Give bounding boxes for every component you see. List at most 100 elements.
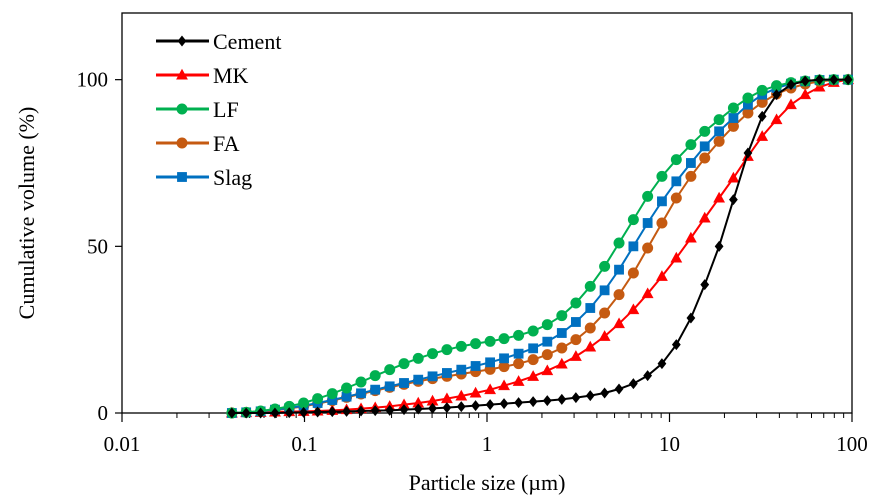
data-point-slag	[456, 364, 467, 375]
data-point-fa	[584, 322, 596, 334]
data-point-cement	[729, 194, 738, 206]
legend-swatch-marker	[176, 137, 188, 149]
data-point-slag	[485, 357, 496, 368]
data-point-lf	[398, 358, 410, 370]
data-point-lf	[627, 214, 639, 226]
data-point-lf	[642, 190, 654, 202]
legend-label: Slag	[213, 165, 252, 190]
data-point-mk	[613, 317, 625, 329]
data-point-slag	[528, 343, 539, 354]
data-point-cement	[700, 279, 710, 291]
data-point-lf	[685, 139, 697, 151]
series-line-slag	[231, 78, 849, 414]
data-point-slag	[657, 196, 667, 207]
data-point-lf	[756, 84, 768, 96]
data-point-mk	[641, 287, 654, 299]
data-point-lf	[527, 325, 539, 337]
data-point-mk	[713, 191, 726, 203]
data-point-slag	[571, 317, 581, 327]
data-point-cement	[686, 312, 696, 324]
data-point-cement	[385, 404, 395, 416]
data-point-lf	[455, 340, 467, 352]
data-point-fa	[513, 358, 525, 370]
data-point-mk	[555, 357, 568, 369]
data-point-slag	[356, 388, 366, 399]
data-point-cement	[743, 147, 753, 159]
data-point-mk	[598, 330, 611, 341]
data-point-cement	[327, 406, 337, 418]
x-axis: 0.01 0.1 1 10 100	[104, 413, 868, 456]
data-point-mk	[727, 171, 740, 183]
series-layer	[225, 73, 855, 419]
data-point-cement	[843, 74, 853, 86]
y-tick-label: 50	[87, 234, 108, 258]
data-point-slag	[642, 218, 653, 228]
data-point-cement	[800, 75, 810, 87]
data-point-slag	[542, 336, 553, 347]
data-point-cement	[542, 395, 552, 407]
data-point-slag	[470, 361, 481, 371]
x-tick-label: 0.1	[291, 432, 317, 456]
data-point-slag	[585, 303, 596, 313]
data-point-fa	[713, 135, 725, 147]
data-point-cement	[829, 74, 839, 86]
data-point-cement	[284, 407, 294, 419]
data-point-lf	[484, 335, 496, 347]
data-point-lf	[742, 92, 754, 104]
data-point-mk	[455, 389, 468, 401]
data-point-mk	[799, 88, 812, 100]
data-point-slag	[384, 381, 395, 392]
data-point-lf	[470, 338, 482, 350]
data-point-cement	[528, 396, 538, 408]
y-tick-label: 0	[98, 401, 109, 425]
data-point-mk	[498, 379, 510, 391]
data-point-cement	[571, 392, 581, 404]
data-point-slag	[556, 328, 567, 338]
data-point-cement	[557, 393, 567, 405]
legend-label: Cement	[213, 29, 281, 54]
legend-label: LF	[213, 97, 239, 122]
data-point-lf	[670, 154, 682, 166]
data-point-lf	[341, 382, 353, 394]
data-point-mk	[541, 364, 554, 376]
data-point-lf	[556, 310, 568, 322]
data-point-slag	[686, 158, 696, 168]
series-line-cement	[231, 78, 849, 414]
data-point-slag	[599, 285, 610, 296]
data-point-cement	[456, 401, 466, 413]
y-tick-label: 100	[77, 68, 109, 92]
y-axis: 0 50 100	[77, 68, 122, 425]
data-point-mk	[527, 370, 540, 381]
x-tick-label: 10	[659, 432, 680, 456]
data-point-cement	[313, 406, 323, 418]
data-point-lf	[412, 352, 424, 364]
series-line-mk	[231, 78, 849, 414]
data-point-cement	[342, 405, 351, 417]
data-point-mk	[584, 340, 597, 352]
data-point-cement	[628, 378, 638, 390]
data-point-mk	[569, 350, 582, 361]
data-point-cement	[428, 402, 437, 414]
data-point-cement	[657, 358, 667, 370]
data-point-slag	[370, 384, 381, 395]
legend-label: FA	[213, 131, 240, 156]
data-point-fa	[685, 170, 697, 182]
data-point-lf	[298, 397, 310, 409]
data-point-fa	[627, 267, 639, 279]
legend-swatch-marker	[177, 35, 187, 47]
legend-swatch-marker	[177, 172, 187, 182]
data-point-mk	[698, 211, 711, 223]
data-point-cement	[600, 387, 609, 399]
data-point-fa	[670, 192, 682, 204]
legend-item-lf: LF	[156, 97, 239, 122]
data-point-slag	[699, 141, 710, 152]
data-point-fa	[599, 307, 611, 319]
data-point-cement	[370, 405, 380, 417]
y-axis-title: Cumulative volume (%)	[14, 107, 39, 320]
data-point-cement	[413, 403, 423, 415]
legend-item-fa: FA	[156, 131, 240, 156]
data-point-lf	[326, 388, 338, 400]
data-point-cement	[299, 406, 309, 418]
data-point-lf	[312, 393, 324, 405]
data-point-slag	[614, 264, 624, 275]
